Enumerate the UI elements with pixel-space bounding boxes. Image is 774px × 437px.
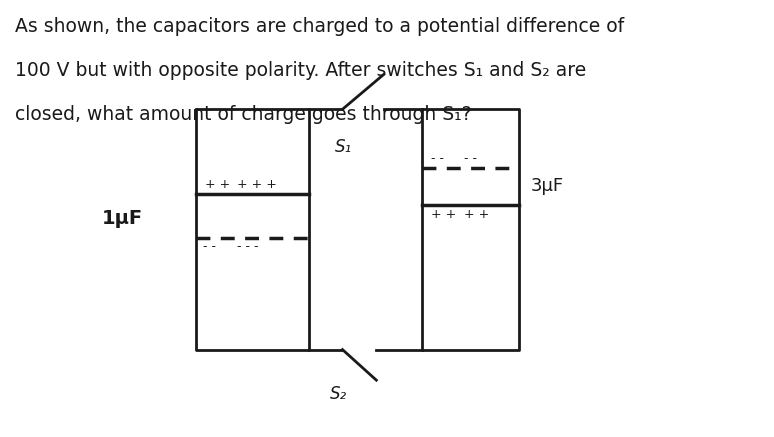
Text: S₁: S₁ xyxy=(335,138,352,156)
Text: 3μF: 3μF xyxy=(531,177,563,195)
Text: + +: + + xyxy=(205,178,230,191)
Text: + +: + + xyxy=(431,208,457,221)
Text: 100 V but with opposite polarity. After switches S₁ and S₂ are: 100 V but with opposite polarity. After … xyxy=(15,61,586,80)
Text: - - -: - - - xyxy=(237,240,259,253)
Text: closed, what amount of charge goes through S₁?: closed, what amount of charge goes throu… xyxy=(15,105,471,124)
Text: - -: - - xyxy=(431,152,444,165)
Text: 1μF: 1μF xyxy=(101,209,142,228)
Text: As shown, the capacitors are charged to a potential difference of: As shown, the capacitors are charged to … xyxy=(15,17,624,36)
Text: S₂: S₂ xyxy=(330,385,347,403)
Text: + + +: + + + xyxy=(237,178,277,191)
Text: - -: - - xyxy=(204,240,216,253)
Text: - -: - - xyxy=(464,152,478,165)
Text: + +: + + xyxy=(464,208,490,221)
